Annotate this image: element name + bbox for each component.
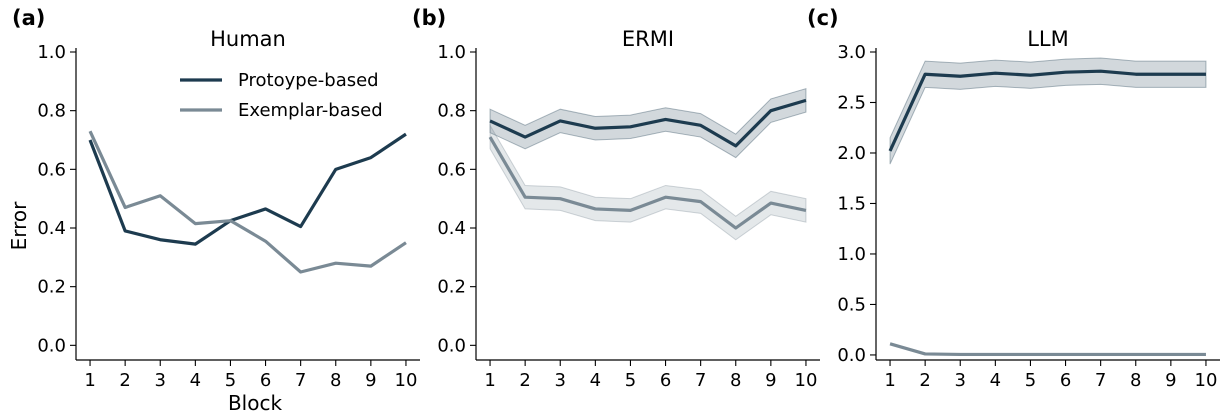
y-tick-label: 2.0	[837, 143, 866, 164]
x-tick-label: 9	[765, 370, 776, 391]
x-tick-label: 2	[119, 370, 130, 391]
y-tick-label: 0.8	[37, 101, 66, 122]
x-tick-label: 1	[84, 370, 95, 391]
panel-title: Human	[210, 27, 286, 51]
legend-label: Protoype-based	[238, 70, 379, 91]
x-tick-label: 4	[990, 370, 1001, 391]
x-axis-label: Block	[228, 391, 283, 413]
panel-title: ERMI	[622, 27, 674, 51]
x-tick-label: 1	[884, 370, 895, 391]
x-tick-label: 8	[1130, 370, 1141, 391]
series-line-exemplar-based	[88, 130, 407, 274]
x-tick-label: 6	[660, 370, 671, 391]
series-line-protoype-based	[888, 69, 1206, 152]
x-tick-label: 8	[330, 370, 341, 391]
y-tick-label: 1.5	[837, 193, 866, 214]
x-tick-label: 6	[1060, 370, 1071, 391]
confidence-band	[889, 57, 1207, 165]
y-tick-label: 0.2	[37, 277, 66, 298]
panel-label: (a)	[12, 6, 45, 30]
x-tick-label: 10	[1195, 370, 1218, 391]
x-tick-label: 10	[395, 370, 418, 391]
panel-label: (c)	[807, 6, 839, 30]
y-tick-label: 1.0	[37, 42, 66, 63]
panel-c: (c) LLM 0.0 0.5 1.0 1.5 2.0 2.5 3.0 1 2 3 4 5 6 7 8 9 10	[807, 6, 1220, 391]
y-tick-label: 0.8	[437, 101, 466, 122]
x-tick-label: 5	[1025, 370, 1036, 391]
x-tick-label: 8	[730, 370, 741, 391]
y-tick-label: 0.2	[437, 277, 466, 298]
panel-b: (b) ERMI 0.0 0.2 0.4 0.6 0.8 1.0 1 2 3 4 5 6 7 8 9 10	[412, 6, 820, 391]
panel-a: (a) Human 0.0 0.2 0.4 0.6 0.8 1.0 1 2 3 4 5 6 7 8 9 10 Blo…	[7, 6, 420, 413]
x-tick-label: 10	[795, 370, 818, 391]
x-tick-label: 4	[590, 370, 601, 391]
y-tick-label: 0.4	[37, 218, 66, 239]
x-tick-label: 5	[225, 370, 236, 391]
legend: Protoype-based Exemplar-based	[180, 70, 383, 121]
series-line-exemplar-based	[889, 342, 1206, 357]
y-axis-label: Error	[7, 201, 31, 251]
x-tick-label: 9	[365, 370, 376, 391]
x-tick-label: 7	[695, 370, 706, 391]
x-tick-label: 6	[260, 370, 271, 391]
y-tick-label: 0.0	[37, 335, 66, 356]
x-tick-label: 4	[190, 370, 201, 391]
legend-label: Exemplar-based	[238, 100, 383, 121]
y-tick-label: 1.0	[837, 244, 866, 265]
x-tick-label: 3	[955, 370, 966, 391]
panel-label: (b)	[412, 6, 446, 30]
x-tick-label: 3	[155, 370, 166, 391]
x-tick-label: 2	[919, 370, 930, 391]
y-tick-label: 0.0	[437, 335, 466, 356]
series-line-protoype-based	[88, 132, 407, 246]
x-tick-label: 2	[519, 370, 530, 391]
y-tick-label: 0.0	[837, 345, 866, 366]
x-tick-label: 9	[1165, 370, 1176, 391]
y-tick-label: 0.6	[37, 159, 66, 180]
series-line-protoype-based	[489, 98, 807, 148]
x-tick-label: 5	[625, 370, 636, 391]
x-tick-label: 7	[295, 370, 306, 391]
y-tick-label: 0.5	[837, 294, 866, 315]
y-tick-label: 1.0	[437, 42, 466, 63]
x-tick-label: 3	[555, 370, 566, 391]
x-tick-label: 1	[484, 370, 495, 391]
y-tick-label: 2.5	[837, 92, 866, 113]
y-tick-label: 0.6	[437, 159, 466, 180]
x-tick-label: 7	[1095, 370, 1106, 391]
y-tick-label: 0.4	[437, 218, 466, 239]
confidence-band	[489, 123, 807, 241]
panel-title: LLM	[1027, 27, 1069, 51]
series-line-exemplar-based	[488, 136, 807, 230]
y-tick-label: 3.0	[837, 42, 866, 63]
